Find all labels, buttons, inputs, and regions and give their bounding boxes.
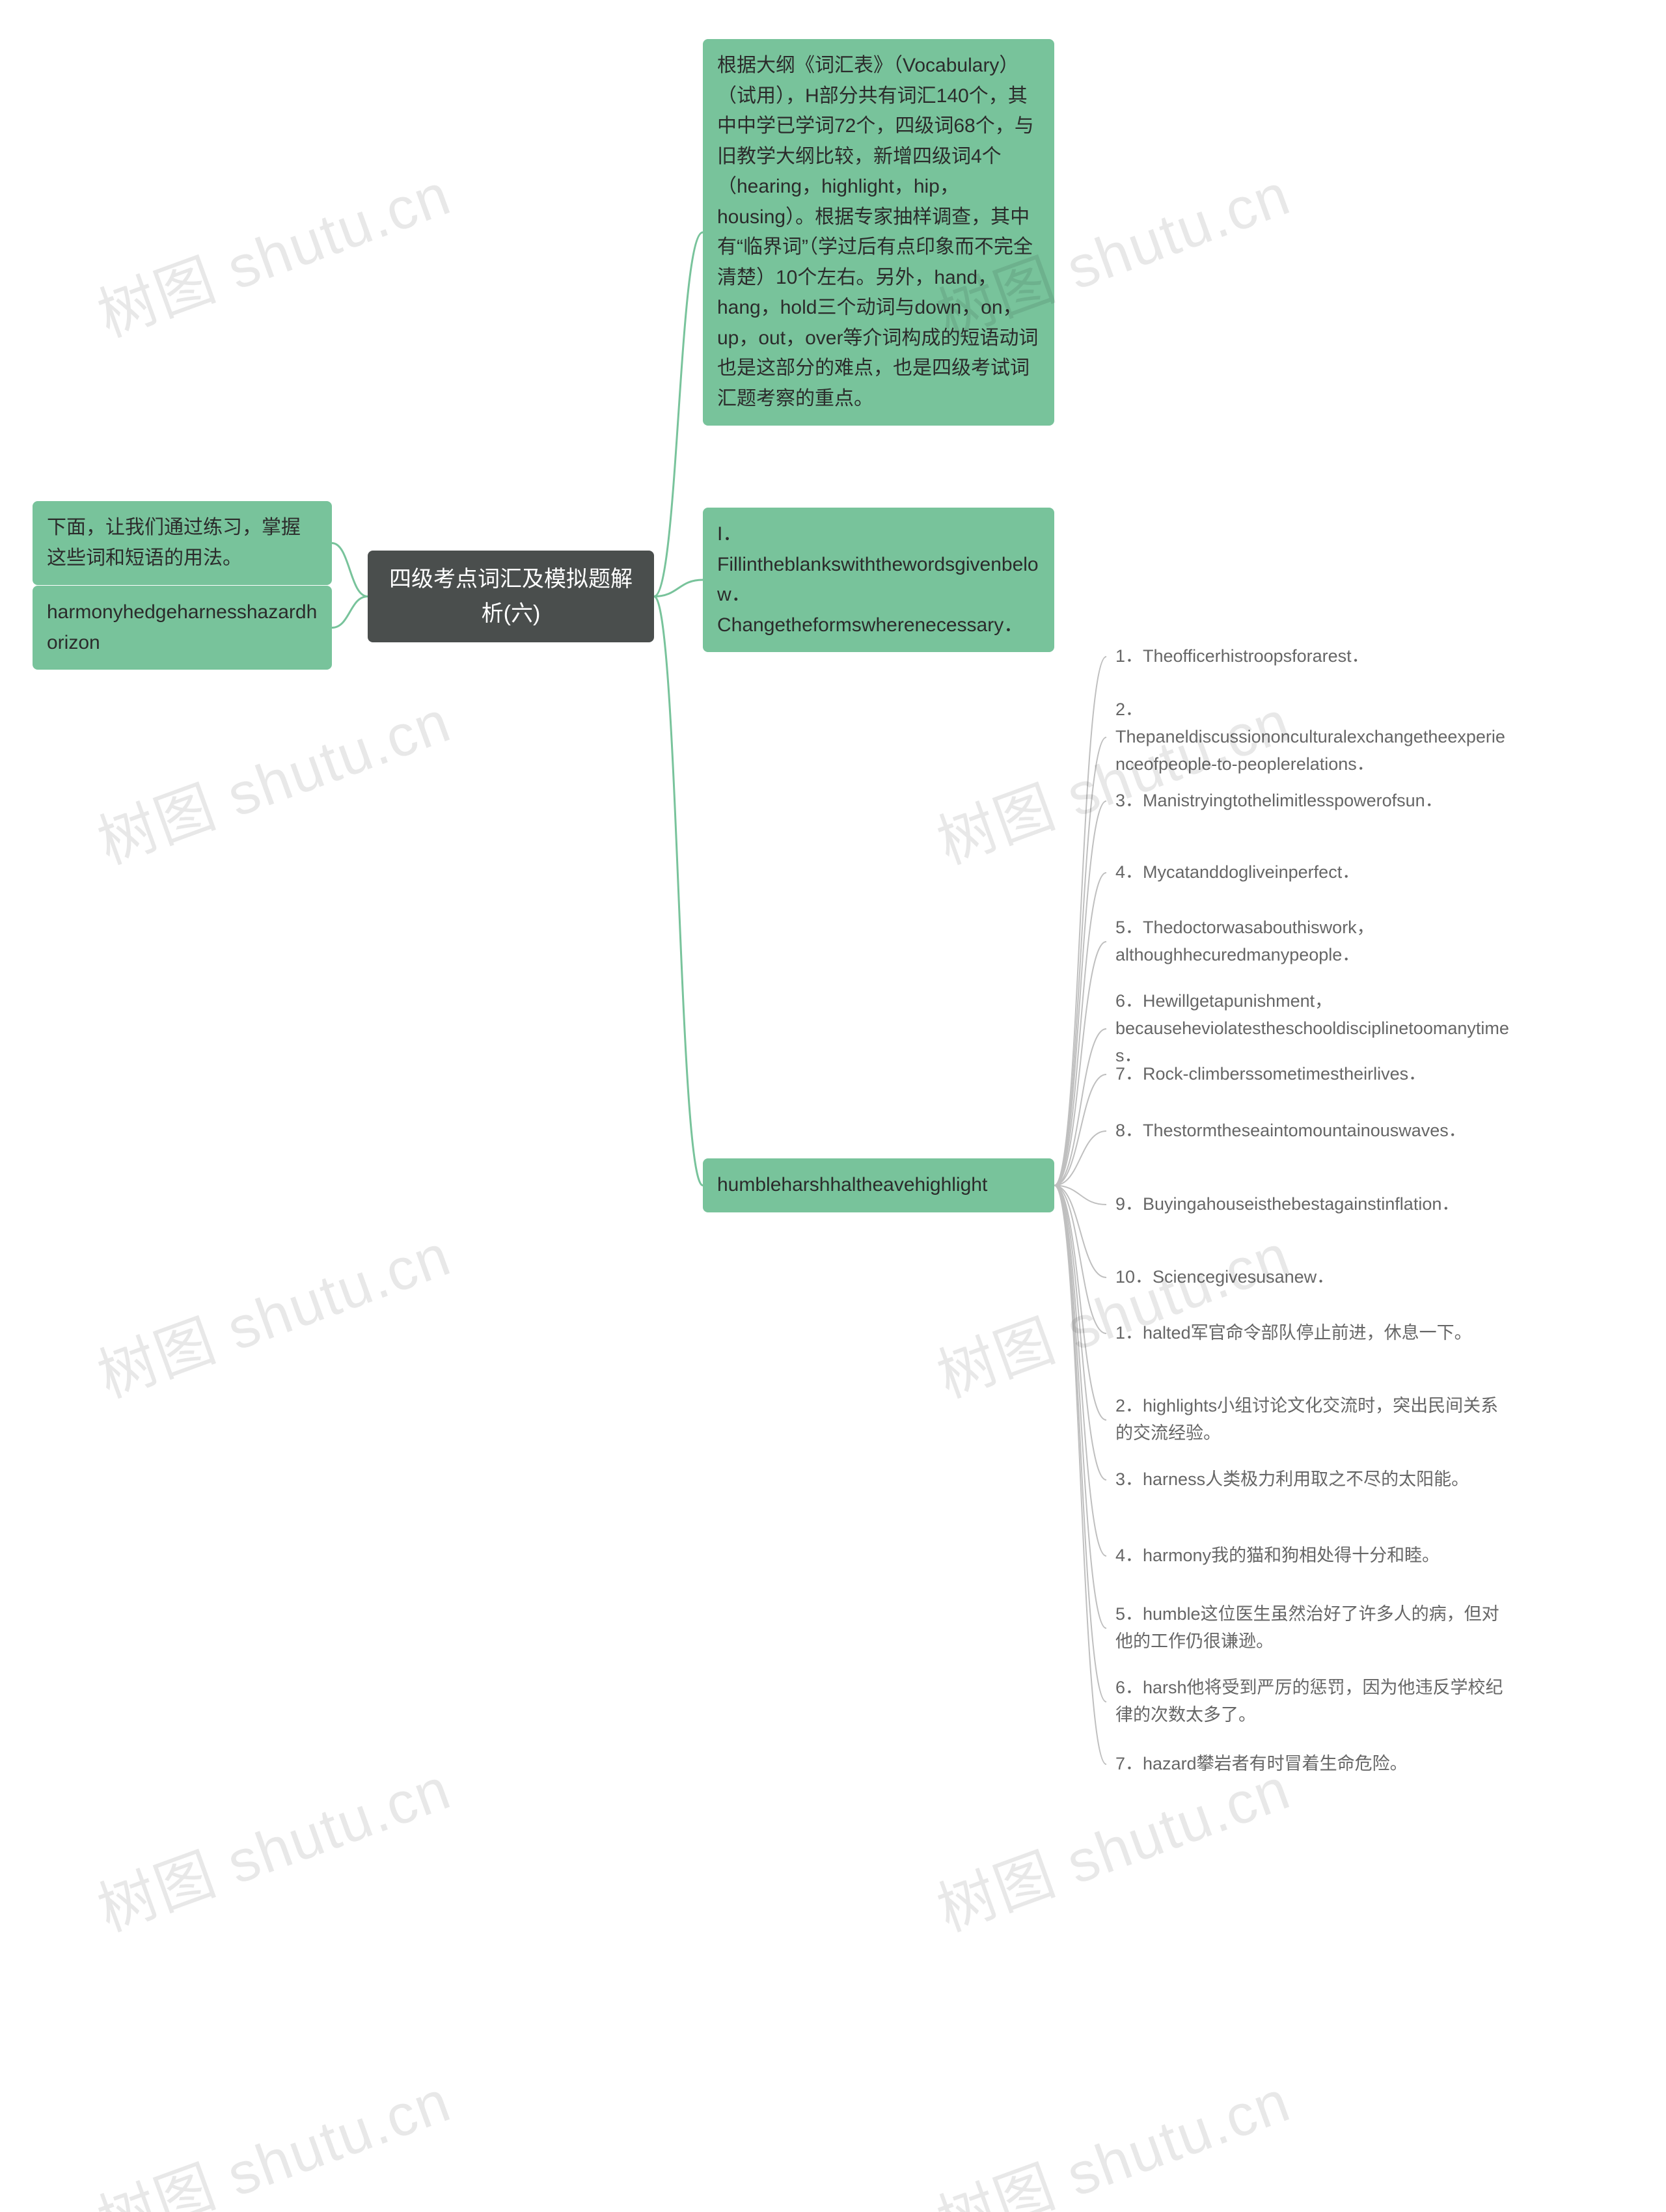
watermark: 树图 shutu.cn	[85, 1208, 460, 1413]
left-node-l2: harmonyhedgeharnesshazardhorizon	[33, 586, 332, 670]
leaf-node-c17: 7．hazard攀岩者有时冒着生命危险。	[1106, 1744, 1523, 1784]
watermark: 树图 shutu.cn	[85, 674, 460, 880]
leaf-node-c5: 5．Thedoctorwasabouthiswork，althoughhecur…	[1106, 908, 1523, 976]
watermark: 树图 shutu.cn	[924, 2054, 1300, 2212]
right-node-r2: I．Fillintheblankswiththewordsgivenbelow．…	[703, 508, 1054, 652]
leaf-node-c2: 2．Thepaneldiscussiononculturalexchangeth…	[1106, 690, 1523, 785]
leaf-node-c16: 6．harsh他将受到严厉的惩罚，因为他违反学校纪律的次数太多了。	[1106, 1668, 1523, 1736]
watermark: 树图 shutu.cn	[85, 147, 460, 353]
watermark: 树图 shutu.cn	[85, 2054, 460, 2212]
right-node-r1: 根据大纲《词汇表》（Vocabulary）（试用），H部分共有词汇140个，其中…	[703, 39, 1054, 426]
leaf-node-c7: 7．Rock-climberssometimestheirlives．	[1106, 1054, 1523, 1095]
leaf-node-c13: 3．harness人类极力利用取之不尽的太阳能。	[1106, 1460, 1523, 1500]
mindmap-canvas: 四级考点词汇及模拟题解析(六) 下面，让我们通过练习，掌握这些词和短语的用法。ha…	[0, 0, 1666, 2212]
watermark: 树图 shutu.cn	[85, 1741, 460, 1947]
leaf-node-c11: 1．halted军官命令部队停止前进，休息一下。	[1106, 1313, 1523, 1354]
leaf-node-c9: 9．Buyingahouseisthebestagainstinflation．	[1106, 1184, 1523, 1225]
leaf-node-c3: 3．Manistryingtothelimitlesspowerofsun．	[1106, 781, 1523, 821]
leaf-node-c4: 4．Mycatanddogliveinperfect．	[1106, 853, 1523, 893]
leaf-node-c12: 2．highlights小组讨论文化交流时，突出民间关系的交流经验。	[1106, 1386, 1523, 1454]
leaf-node-c15: 5．humble这位医生虽然治好了许多人的病，但对他的工作仍很谦逊。	[1106, 1594, 1523, 1662]
right-node-r3: humbleharshhaltheavehighlight	[703, 1158, 1054, 1212]
leaf-node-c1: 1．Theofficerhistroopsforarest．	[1106, 636, 1523, 677]
leaf-node-c10: 10．Sciencegivesusanew．	[1106, 1257, 1523, 1298]
leaf-node-c14: 4．harmony我的猫和狗相处得十分和睦。	[1106, 1536, 1523, 1576]
central-node: 四级考点词汇及模拟题解析(六)	[368, 551, 654, 642]
left-node-l1: 下面，让我们通过练习，掌握这些词和短语的用法。	[33, 501, 332, 585]
watermark: 树图 shutu.cn	[924, 1208, 1300, 1413]
leaf-node-c8: 8．Thestormtheseaintomountainouswaves．	[1106, 1111, 1523, 1151]
